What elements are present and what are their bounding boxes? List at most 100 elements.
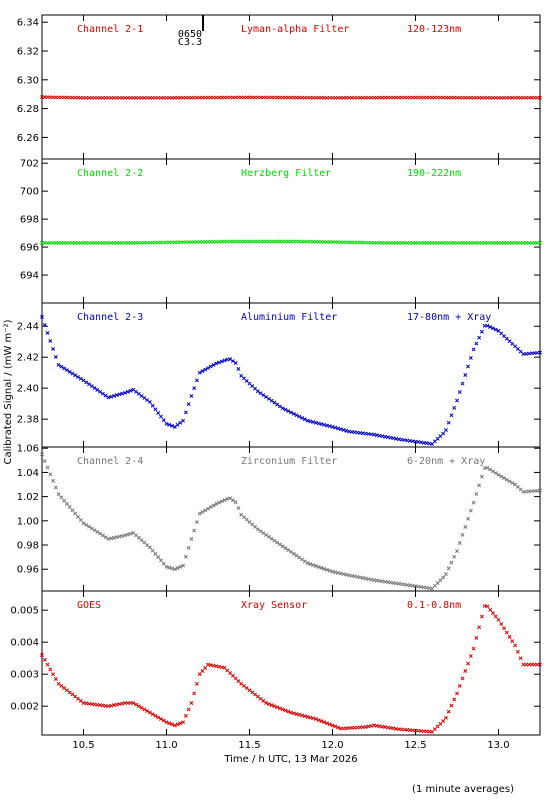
data-point — [40, 452, 44, 457]
data-point — [455, 549, 459, 554]
data-point — [230, 498, 235, 503]
data-point — [114, 535, 119, 540]
data-point — [430, 441, 435, 446]
data-point — [316, 718, 321, 723]
data-point — [435, 436, 440, 441]
data-point — [538, 95, 542, 100]
panel-2: 694 696 698 700 702 Channel 2-2 Herzberg Filte… — [20, 158, 542, 304]
data-point — [159, 414, 163, 419]
data-point — [499, 331, 504, 336]
data-point — [106, 704, 111, 709]
data-point — [175, 722, 180, 727]
data-point — [189, 537, 194, 541]
data-point — [449, 703, 454, 708]
data-point — [455, 691, 459, 696]
data-point — [297, 555, 302, 560]
data-point — [89, 384, 94, 389]
x-tick-label: 12.5 — [404, 740, 426, 751]
data-point — [172, 723, 177, 728]
data-point — [471, 347, 476, 352]
data-point — [333, 570, 338, 575]
y-tick-label: 6.34 — [17, 18, 39, 29]
data-point — [42, 657, 47, 662]
data-point — [228, 357, 233, 362]
data-point — [125, 532, 130, 537]
data-point — [219, 359, 224, 364]
data-point — [244, 378, 249, 383]
data-point — [305, 714, 310, 719]
band-label: 6-20nm + Xray — [407, 456, 485, 467]
data-point — [64, 501, 69, 506]
data-point — [159, 717, 163, 721]
data-point — [277, 542, 282, 547]
data-point — [502, 334, 506, 338]
data-point — [183, 410, 188, 415]
footnote: (1 minute averages) — [412, 784, 514, 795]
data-point — [51, 478, 56, 483]
data-point — [336, 570, 340, 575]
data-point — [430, 729, 435, 734]
y-tick-label: 700 — [20, 187, 39, 198]
data-point — [208, 505, 213, 510]
panel-4: 0.96 0.98 1.00 1.02 1.04 1.06 Channel 2-4 Zirco… — [17, 444, 542, 592]
data-point — [206, 506, 210, 511]
data-point — [302, 417, 307, 422]
data-point — [211, 663, 216, 668]
data-point — [167, 422, 172, 427]
data-point — [181, 418, 186, 423]
data-point — [236, 679, 241, 684]
data-point — [319, 422, 324, 427]
channel-label: Channel 2-3 — [77, 312, 143, 323]
data-point — [189, 701, 194, 705]
data-point — [76, 375, 80, 379]
data-point — [449, 413, 454, 418]
data-point — [48, 472, 53, 477]
data-point — [474, 341, 479, 346]
data-point — [109, 703, 114, 708]
data-point — [457, 390, 462, 394]
data-point — [253, 386, 257, 391]
data-point — [255, 389, 260, 394]
data-point — [283, 407, 288, 412]
data-point — [147, 545, 152, 550]
data-point — [330, 723, 335, 728]
data-point — [383, 434, 388, 439]
data-point — [78, 376, 83, 381]
data-point — [225, 496, 230, 501]
data-point — [443, 572, 448, 577]
data-point — [515, 649, 520, 654]
data-point — [352, 574, 357, 579]
data-point — [139, 705, 144, 710]
data-point — [277, 706, 282, 711]
data-point — [275, 402, 280, 407]
data-point — [87, 382, 91, 387]
data-points — [40, 95, 542, 100]
data-point — [438, 578, 443, 583]
data-point — [164, 720, 169, 725]
data-point — [159, 558, 163, 563]
data-point — [391, 436, 396, 441]
data-point — [449, 560, 454, 565]
data-point — [186, 707, 191, 712]
data-point — [441, 431, 446, 436]
data-point — [313, 717, 318, 721]
data-point — [214, 664, 219, 669]
data-point — [491, 326, 495, 331]
flare-class-label: C3.3 — [178, 37, 202, 48]
data-point — [311, 563, 316, 568]
data-point — [313, 564, 318, 568]
y-tick-label: 6.30 — [17, 75, 39, 86]
data-point — [222, 358, 227, 363]
data-point — [219, 665, 224, 670]
filter-label: Aluminium Filter — [241, 312, 337, 323]
data-point — [466, 516, 471, 521]
data-point — [322, 720, 327, 725]
data-point — [266, 702, 271, 707]
data-point — [272, 400, 277, 405]
data-point — [225, 668, 230, 673]
data-point — [111, 393, 116, 398]
data-point — [266, 534, 271, 539]
data-point — [84, 380, 89, 385]
panel-1: 6.26 6.28 6.30 6.32 6.34 Channel 2-1 Lyman-alp… — [17, 14, 542, 160]
data-point — [300, 415, 305, 420]
